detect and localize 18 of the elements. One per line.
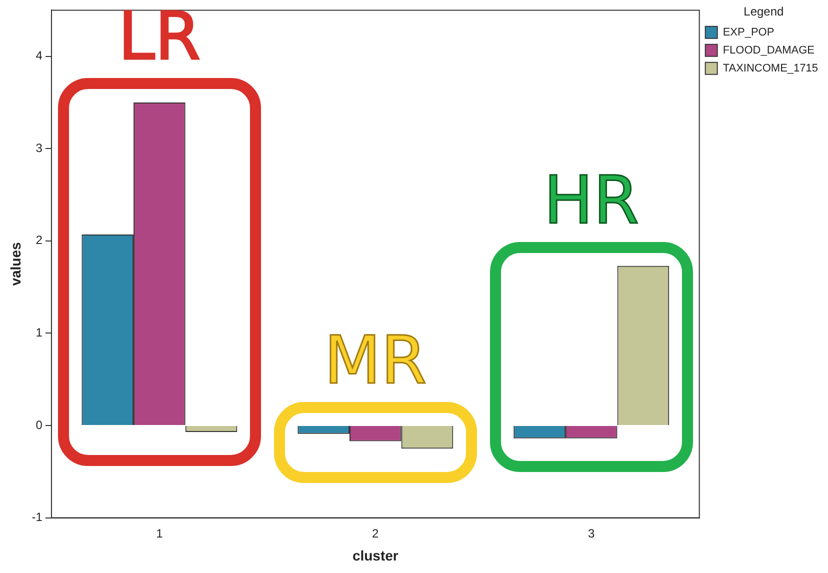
y-axis-title: values	[7, 242, 24, 286]
legend-title: Legend	[744, 4, 784, 18]
annotation: LR	[118, 0, 201, 76]
y-tick-label: -1	[32, 510, 43, 524]
legend-label: EXP_POP	[722, 26, 774, 38]
annotation: MR	[324, 322, 427, 398]
x-tick-label: 2	[372, 526, 380, 540]
y-tick-label: 4	[36, 48, 43, 63]
y-tick-label: 1	[36, 326, 43, 340]
legend-label: TAXINCOME_1715	[722, 62, 818, 74]
x-tick-label: 1	[156, 526, 164, 540]
x-axis-title: cluster	[352, 547, 399, 564]
legend-label: FLOOD_DAMAGE	[722, 44, 815, 56]
y-tick-label: 3	[36, 140, 43, 155]
y-tick-label: 0	[36, 418, 43, 432]
annotation: HR	[544, 162, 640, 239]
x-tick-label: 3	[588, 526, 596, 540]
y-tick-label: 2	[36, 233, 43, 248]
